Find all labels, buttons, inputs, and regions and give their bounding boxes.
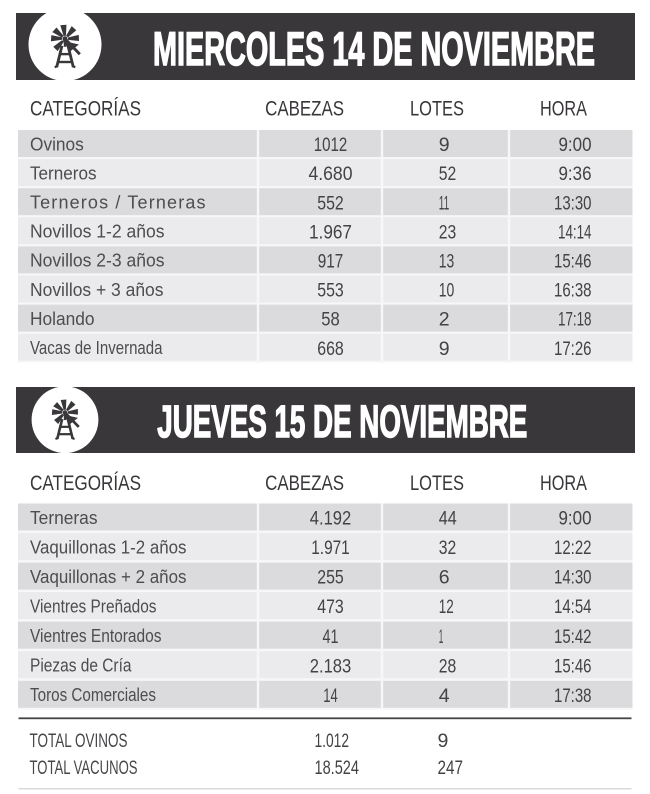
svg-text:MIERCOLES 14 DE NOVIEMBRE: MIERCOLES 14 DE NOVIEMBRE bbox=[153, 23, 595, 76]
svg-text:12:22: 12:22 bbox=[554, 537, 592, 559]
svg-text:9:36: 9:36 bbox=[559, 163, 592, 185]
svg-text:1.967: 1.967 bbox=[309, 221, 352, 243]
svg-text:9: 9 bbox=[439, 134, 450, 156]
svg-text:2.183: 2.183 bbox=[310, 655, 352, 677]
svg-text:14: 14 bbox=[323, 685, 338, 707]
svg-text:LOTES: LOTES bbox=[410, 472, 464, 495]
svg-text:CATEGORÍAS: CATEGORÍAS bbox=[30, 472, 141, 495]
svg-text:Novillos 2-3 años: Novillos 2-3 años bbox=[30, 251, 165, 271]
svg-text:Vaquillonas 1-2 años: Vaquillonas 1-2 años bbox=[30, 537, 187, 557]
svg-text:58: 58 bbox=[321, 309, 340, 331]
svg-text:255: 255 bbox=[317, 567, 344, 589]
svg-text:14:54: 14:54 bbox=[554, 596, 592, 618]
svg-text:CATEGORÍAS: CATEGORÍAS bbox=[30, 98, 141, 121]
svg-text:17:26: 17:26 bbox=[554, 338, 592, 360]
svg-text:6: 6 bbox=[439, 567, 450, 589]
svg-text:1.971: 1.971 bbox=[311, 537, 350, 559]
svg-text:4.192: 4.192 bbox=[310, 508, 352, 530]
svg-text:Vacas de Invernada: Vacas de Invernada bbox=[30, 338, 163, 358]
svg-text:2: 2 bbox=[439, 309, 450, 331]
svg-text:13:30: 13:30 bbox=[554, 192, 592, 214]
svg-text:16:38: 16:38 bbox=[554, 280, 592, 302]
svg-text:668: 668 bbox=[317, 338, 344, 360]
svg-text:1.012: 1.012 bbox=[315, 730, 350, 752]
svg-text:32: 32 bbox=[439, 537, 457, 559]
svg-text:14:30: 14:30 bbox=[554, 567, 592, 589]
svg-text:473: 473 bbox=[317, 596, 344, 618]
svg-text:Toros Comerciales: Toros Comerciales bbox=[30, 685, 156, 705]
svg-text:Ovinos: Ovinos bbox=[30, 134, 84, 154]
svg-text:9: 9 bbox=[439, 338, 450, 360]
svg-text:Novillos 1-2 años: Novillos 1-2 años bbox=[30, 222, 165, 242]
svg-text:917: 917 bbox=[318, 251, 344, 273]
svg-text:23: 23 bbox=[439, 221, 457, 243]
svg-text:4.680: 4.680 bbox=[309, 163, 353, 185]
svg-text:CABEZAS: CABEZAS bbox=[265, 98, 344, 121]
svg-text:553: 553 bbox=[317, 280, 344, 302]
svg-text:9: 9 bbox=[438, 730, 449, 752]
svg-text:15:46: 15:46 bbox=[554, 251, 592, 273]
svg-text:17:18: 17:18 bbox=[558, 309, 592, 331]
svg-text:LOTES: LOTES bbox=[410, 98, 464, 121]
svg-text:9:00: 9:00 bbox=[559, 508, 592, 530]
svg-text:Vaquillonas + 2 años: Vaquillonas + 2 años bbox=[30, 567, 187, 587]
svg-text:CABEZAS: CABEZAS bbox=[265, 472, 344, 495]
svg-text:17:38: 17:38 bbox=[554, 685, 592, 707]
svg-text:HORA: HORA bbox=[540, 98, 587, 121]
svg-text:14:14: 14:14 bbox=[558, 221, 592, 243]
svg-text:10: 10 bbox=[439, 280, 455, 302]
svg-text:Terneros / Terneras: Terneros / Terneras bbox=[30, 193, 206, 213]
svg-text:9:00: 9:00 bbox=[559, 134, 592, 156]
svg-text:TOTAL VACUNOS: TOTAL VACUNOS bbox=[30, 758, 138, 779]
svg-text:15:46: 15:46 bbox=[554, 655, 592, 677]
svg-text:Vientres Preñados: Vientres Preñados bbox=[30, 596, 157, 616]
svg-text:247: 247 bbox=[438, 757, 464, 779]
svg-text:15:42: 15:42 bbox=[554, 626, 592, 648]
svg-text:Novillos + 3 años: Novillos + 3 años bbox=[30, 280, 164, 300]
svg-text:JUEVES 15 DE NOVIEMBRE: JUEVES 15 DE NOVIEMBRE bbox=[157, 396, 527, 447]
svg-text:52: 52 bbox=[439, 163, 457, 185]
svg-text:Terneras: Terneras bbox=[30, 508, 98, 528]
svg-text:552: 552 bbox=[317, 192, 344, 214]
svg-text:Vientres Entorados: Vientres Entorados bbox=[30, 626, 162, 646]
svg-text:1012: 1012 bbox=[314, 134, 348, 156]
svg-text:18.524: 18.524 bbox=[315, 757, 360, 779]
svg-text:HORA: HORA bbox=[540, 472, 587, 495]
svg-text:1: 1 bbox=[439, 626, 444, 648]
svg-text:Terneros: Terneros bbox=[30, 163, 97, 183]
svg-text:28: 28 bbox=[439, 655, 457, 677]
svg-text:13: 13 bbox=[439, 251, 455, 273]
svg-text:4: 4 bbox=[439, 685, 450, 707]
svg-text:TOTAL OVINOS: TOTAL OVINOS bbox=[30, 731, 128, 752]
svg-text:12: 12 bbox=[439, 596, 454, 618]
svg-text:Holando: Holando bbox=[30, 309, 95, 329]
svg-text:11: 11 bbox=[439, 192, 450, 214]
svg-text:41: 41 bbox=[323, 626, 339, 648]
svg-text:44: 44 bbox=[439, 508, 457, 530]
svg-text:Piezas de Cría: Piezas de Cría bbox=[30, 656, 132, 676]
